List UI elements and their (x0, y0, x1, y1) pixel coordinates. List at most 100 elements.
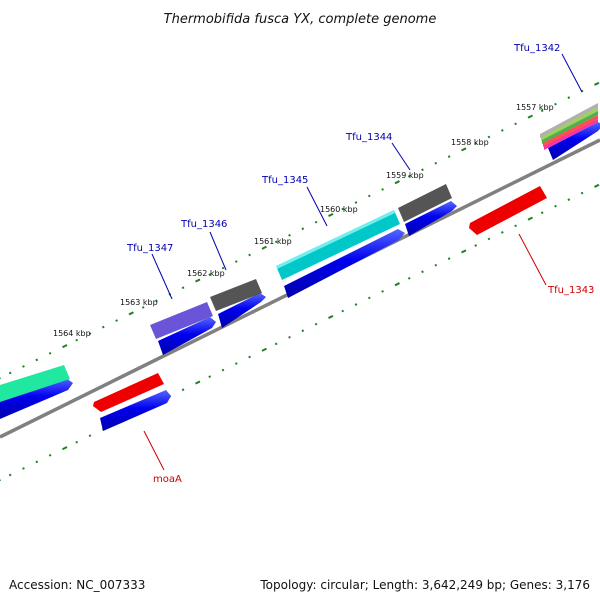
gene-box (93, 373, 164, 412)
tick-mark (567, 96, 571, 99)
tick-mark (248, 253, 251, 257)
tick-mark (314, 220, 318, 224)
tick-mark (514, 224, 517, 228)
gene-label-tfu1345: Tfu_1345 (261, 175, 308, 186)
ruler-label: 1564 kbp (53, 329, 91, 338)
tick-mark (195, 380, 201, 385)
tick-mark (62, 446, 68, 451)
tick-mark (48, 453, 52, 457)
tick-mark (234, 260, 238, 263)
gene-label-tfu1342: Tfu_1342 (513, 43, 560, 54)
tick-mark (128, 311, 134, 316)
tick-mark (527, 114, 533, 119)
tick-mark (328, 212, 334, 217)
tick-mark (594, 81, 600, 86)
gene-box (276, 210, 395, 269)
ruler-label: 1563 kbp (120, 298, 158, 307)
tick-mark (407, 174, 411, 178)
tick-mark (181, 286, 185, 290)
tick-mark (155, 299, 158, 303)
tick-mark (62, 344, 68, 349)
genes-minus (93, 186, 547, 412)
ruler-label: 1561 kbp (254, 237, 292, 246)
tick-mark (341, 207, 345, 211)
ruler-label: 1560 kbp (320, 205, 358, 214)
tick-mark (447, 155, 451, 158)
tick-mark (288, 335, 291, 339)
tick-mark (461, 249, 467, 254)
tick-mark (208, 273, 212, 276)
cds-arrow (0, 378, 73, 419)
gene-box (0, 365, 70, 402)
tick-mark (500, 129, 504, 132)
tick-mark (141, 306, 145, 309)
cds-arrows-minus (100, 390, 171, 431)
gene-box (210, 279, 262, 311)
gene-labels: Tfu_1342 Tfu_1344 Tfu_1345 Tfu_1346 Tfu_… (126, 43, 594, 485)
tick-mark (35, 358, 39, 362)
ruler-label: 1562 kbp (187, 269, 225, 278)
tick-mark (487, 135, 491, 139)
tick-mark (115, 319, 118, 322)
tick-marks (0, 81, 600, 482)
tick-mark (301, 227, 305, 231)
cds-arrow (158, 317, 216, 355)
tick-mark (461, 147, 467, 152)
tick-mark (487, 237, 491, 241)
gene-box (398, 184, 452, 222)
tick-mark (22, 365, 25, 368)
tick-mark (195, 278, 201, 283)
tick-mark (434, 263, 438, 267)
tick-mark (354, 201, 358, 204)
ruler-labels: 1557 kbp 1558 kbp 1559 kbp 1560 kbp 1561… (53, 103, 554, 338)
ruler-label: 1557 kbp (516, 103, 554, 112)
tick-mark (394, 282, 400, 287)
tick-mark (540, 109, 544, 113)
tick-mark (421, 270, 424, 274)
tick-mark (181, 388, 185, 392)
tick-mark (580, 191, 584, 195)
tick-mark (248, 355, 251, 359)
ruler-label: 1559 kbp (386, 171, 424, 180)
tick-mark (301, 329, 305, 333)
cds-arrows-plus (0, 122, 600, 419)
genes-plus (0, 103, 598, 402)
cds-arrow (548, 122, 600, 160)
tick-mark (8, 371, 12, 375)
tick-mark (434, 161, 438, 165)
tick-mark (22, 467, 25, 470)
tick-mark (527, 216, 533, 221)
tick-mark (447, 257, 451, 260)
tick-mark (261, 347, 267, 352)
tick-mark (328, 314, 334, 319)
tick-mark (35, 460, 39, 464)
tick-mark (540, 211, 544, 215)
tick-mark (421, 168, 424, 172)
cds-arrow (100, 390, 171, 431)
tick-mark (407, 276, 411, 280)
gene-label-tfu1343: Tfu_1343 (547, 285, 594, 296)
topology-text: Topology: circular; Length: 3,642,249 bp… (260, 578, 590, 592)
cds-arrow (405, 201, 457, 236)
tick-mark (208, 375, 212, 378)
tick-mark (101, 325, 105, 329)
tick-mark (221, 368, 225, 372)
tick-mark (88, 332, 92, 335)
accession-text: Accession: NC_007333 (9, 578, 146, 592)
gene-box (469, 186, 547, 235)
tick-mark (234, 362, 238, 365)
tick-mark (594, 183, 600, 188)
tick-mark (474, 244, 478, 247)
tick-mark (514, 122, 517, 126)
tick-mark (8, 473, 12, 477)
gene-label-moaa: moaA (153, 474, 182, 485)
gene-box (150, 302, 213, 339)
gene-tfu1342-stripes (540, 103, 598, 150)
tick-mark (554, 102, 557, 106)
tick-mark (221, 266, 225, 270)
tick-mark (567, 198, 571, 201)
gene-label-tfu1344: Tfu_1344 (345, 132, 392, 143)
tick-mark (354, 303, 358, 306)
cds-arrow (218, 293, 266, 328)
